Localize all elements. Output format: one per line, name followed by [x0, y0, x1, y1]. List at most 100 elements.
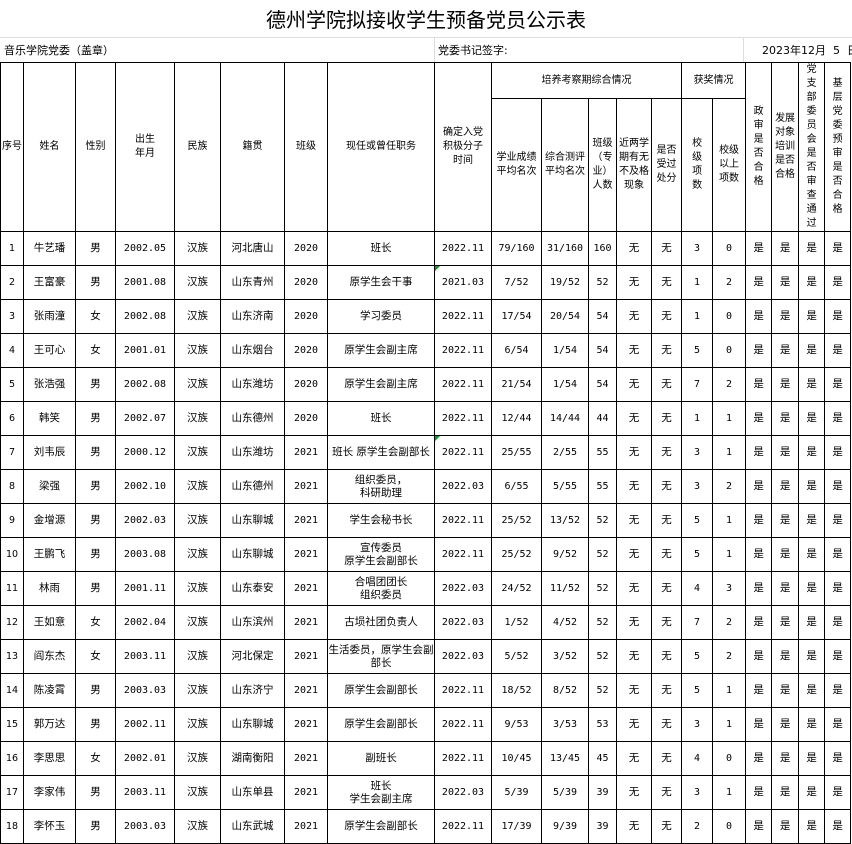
- cell-punishment: 无: [650, 775, 683, 810]
- cell-political-review: 是: [745, 571, 773, 606]
- cell-position: 班长: [327, 231, 435, 266]
- cell-class-size: 54: [588, 299, 617, 334]
- cell-activist-time: 2022.11: [434, 435, 492, 470]
- cell-origin: 山东德州: [220, 401, 285, 436]
- cell-political-review: 是: [745, 367, 773, 402]
- cell-committee-review: 是: [824, 537, 852, 572]
- cell-fail-record: 无: [616, 775, 652, 810]
- cell-ethnicity: 汉族: [174, 299, 221, 334]
- cell-seq: 14: [0, 673, 24, 708]
- cell-seq: 15: [0, 707, 24, 742]
- cell-origin: 河北保定: [220, 639, 285, 674]
- cell-ethnicity: 汉族: [174, 469, 221, 504]
- cell-above-school-awards: 0: [712, 333, 747, 368]
- cell-overall-rank: 4/52: [541, 605, 589, 640]
- cell-political-review: 是: [745, 401, 773, 436]
- header-seq: 序号: [0, 62, 24, 232]
- cell-ethnicity: 汉族: [174, 503, 221, 538]
- cell-training-pass: 是: [771, 707, 800, 742]
- cell-fail-record: 无: [616, 367, 652, 402]
- cell-origin: 山东济宁: [220, 673, 285, 708]
- cell-academic-rank: 21/54: [491, 367, 542, 402]
- cell-school-awards: 5: [681, 673, 714, 708]
- cell-gender: 男: [75, 265, 116, 300]
- cell-fail-record: 无: [616, 333, 652, 368]
- cell-academic-rank: 17/54: [491, 299, 542, 334]
- cell-origin: 山东烟台: [220, 333, 285, 368]
- cell-overall-rank: 19/52: [541, 265, 589, 300]
- cell-branch-review: 是: [798, 503, 826, 538]
- cell-overall-rank: 2/55: [541, 435, 589, 470]
- cell-training-pass: 是: [771, 231, 800, 266]
- header-training-pass: 发展对象培训是否合格: [771, 62, 800, 232]
- cell-committee-review: 是: [824, 231, 852, 266]
- cell-class: 2021: [284, 435, 328, 470]
- cell-origin: 山东聊城: [220, 707, 285, 742]
- cell-position: 班长: [327, 401, 435, 436]
- cell-committee-review: 是: [824, 367, 852, 402]
- cell-overall-rank: 5/39: [541, 775, 589, 810]
- cell-committee-review: 是: [824, 333, 852, 368]
- cell-above-school-awards: 1: [712, 503, 747, 538]
- cell-training-pass: 是: [771, 401, 800, 436]
- cell-overall-rank: 9/39: [541, 809, 589, 844]
- cell-birth: 2003.11: [115, 639, 175, 674]
- cell-origin: 山东滨州: [220, 605, 285, 640]
- cell-overall-rank: 20/54: [541, 299, 589, 334]
- cell-above-school-awards: 0: [712, 809, 747, 844]
- cell-school-awards: 3: [681, 435, 714, 470]
- cell-origin: 山东潍坊: [220, 435, 285, 470]
- cell-position: 原学生会干事: [327, 265, 435, 300]
- cell-class-size: 39: [588, 775, 617, 810]
- cell-activist-time: 2022.11: [434, 537, 492, 572]
- cell-school-awards: 3: [681, 231, 714, 266]
- cell-name: 王鹏飞: [23, 537, 76, 572]
- cell-ethnicity: 汉族: [174, 673, 221, 708]
- cell-birth: 2001.01: [115, 333, 175, 368]
- cell-class: 2021: [284, 503, 328, 538]
- cell-academic-rank: 9/53: [491, 707, 542, 742]
- cell-class: 2021: [284, 605, 328, 640]
- cell-training-pass: 是: [771, 503, 800, 538]
- cell-committee-review: 是: [824, 741, 852, 776]
- cell-class-size: 44: [588, 401, 617, 436]
- table-row: 5 张浩强男 2002.08 汉族 山东潍坊 2020 原学生会副主席 2022.11 21/5…: [0, 367, 852, 402]
- cell-fail-record: 无: [616, 231, 652, 266]
- header-activist-time: 确定入党积极分子时间: [434, 62, 492, 232]
- cell-class: 2020: [284, 367, 328, 402]
- cell-above-school-awards: 2: [712, 265, 747, 300]
- cell-branch-review: 是: [798, 741, 826, 776]
- cell-class-size: 160: [588, 231, 617, 266]
- cell-name: 郭万达: [23, 707, 76, 742]
- cell-school-awards: 5: [681, 333, 714, 368]
- cell-academic-rank: 5/52: [491, 639, 542, 674]
- cell-overall-rank: 1/54: [541, 367, 589, 402]
- cell-class: 2021: [284, 809, 328, 844]
- candidate-table: 序号 姓名 性别 出生 年月 民族 籍贯 班级 现任或曾任职务 确定入党积极分子…: [0, 61, 852, 844]
- cell-fail-record: 无: [616, 299, 652, 334]
- cell-birth: 2001.11: [115, 571, 175, 606]
- cell-name: 张浩强: [23, 367, 76, 402]
- cell-branch-review: 是: [798, 401, 826, 436]
- cell-branch-review: 是: [798, 775, 826, 810]
- cell-committee-review: 是: [824, 401, 852, 436]
- cell-branch-review: 是: [798, 639, 826, 674]
- cell-training-pass: 是: [771, 537, 800, 572]
- cell-class: 2020: [284, 265, 328, 300]
- cell-name: 梁强: [23, 469, 76, 504]
- cell-punishment: 无: [650, 435, 683, 470]
- cell-activist-time: 2022.11: [434, 741, 492, 776]
- cell-school-awards: 7: [681, 605, 714, 640]
- cell-training-pass: 是: [771, 605, 800, 640]
- cell-academic-rank: 12/44: [491, 401, 542, 436]
- header-above-school-awards: 校级以上项数: [712, 98, 747, 232]
- cell-class-size: 54: [588, 367, 617, 402]
- cell-committee-review: 是: [824, 809, 852, 844]
- cell-position: 原学生会副部长: [327, 809, 435, 844]
- cell-school-awards: 5: [681, 503, 714, 538]
- cell-punishment: 无: [650, 469, 683, 504]
- cell-punishment: 无: [650, 503, 683, 538]
- table-row: 10 王鹏飞男 2003.08 汉族 山东聊城 2021 宣传委员 原学生会副部长 2022.…: [0, 537, 852, 572]
- cell-branch-review: 是: [798, 435, 826, 470]
- cell-committee-review: 是: [824, 707, 852, 742]
